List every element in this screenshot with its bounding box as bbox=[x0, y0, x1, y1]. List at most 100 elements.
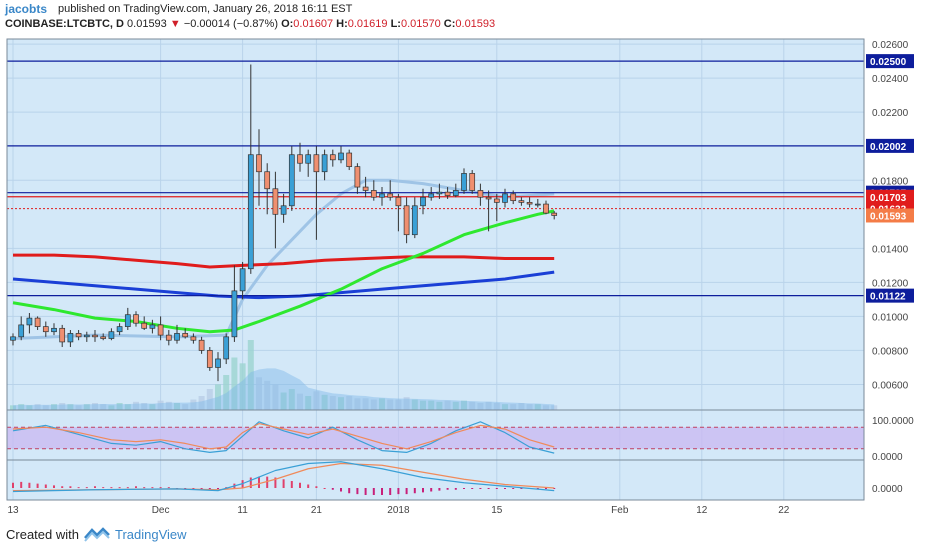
candle bbox=[321, 149, 328, 181]
level-tag: 0.01593 bbox=[866, 208, 914, 223]
volume-bar bbox=[100, 404, 107, 410]
author-name[interactable]: jacobts bbox=[5, 2, 48, 16]
candle-body bbox=[67, 333, 74, 343]
candle-body bbox=[510, 193, 517, 202]
candle bbox=[34, 316, 41, 331]
macd-bar bbox=[323, 488, 326, 489]
candle bbox=[403, 197, 410, 244]
macd-bar bbox=[438, 488, 441, 491]
volume-bar bbox=[133, 401, 139, 410]
candle bbox=[247, 64, 254, 274]
macd-bar bbox=[520, 488, 523, 489]
candle-body bbox=[436, 191, 443, 195]
volume-bar bbox=[92, 403, 98, 410]
volume-bar bbox=[26, 405, 33, 410]
volume-bar bbox=[272, 384, 279, 410]
volume-bar bbox=[10, 405, 16, 410]
chart-header: jacobts published on TradingView.com, Ja… bbox=[0, 0, 932, 36]
candle-body bbox=[305, 154, 312, 164]
candle bbox=[551, 211, 558, 220]
candle bbox=[165, 330, 172, 346]
candle bbox=[198, 336, 205, 354]
created-with-label: Created with bbox=[6, 527, 79, 542]
volume-bar bbox=[149, 404, 156, 410]
candle-body bbox=[51, 327, 57, 333]
candle bbox=[543, 200, 549, 215]
macd-bar bbox=[479, 488, 482, 489]
level-tag-label: 0.01593 bbox=[870, 211, 907, 222]
price-chart[interactable]: 0.02600 0.02400 0.02200 0.01800 0.01400 0.012… bbox=[0, 36, 932, 518]
macd-bar bbox=[208, 488, 211, 490]
footer: Created with TradingView bbox=[0, 518, 932, 550]
volume-bar bbox=[297, 393, 303, 410]
candle-body bbox=[157, 324, 164, 336]
volume-bar bbox=[551, 405, 558, 410]
volume-bar bbox=[116, 403, 123, 410]
macd-bar bbox=[225, 487, 228, 489]
level-tag-bg bbox=[866, 208, 914, 223]
candle bbox=[313, 146, 320, 240]
candle-body bbox=[551, 212, 558, 216]
candle bbox=[477, 183, 484, 206]
horizontal-levels bbox=[7, 60, 864, 297]
candle-body bbox=[75, 333, 82, 338]
level-tag: 0.02002 bbox=[866, 138, 914, 153]
rsi-band bbox=[7, 427, 864, 449]
candle-body bbox=[83, 334, 90, 338]
candle bbox=[231, 265, 238, 342]
candle bbox=[526, 197, 533, 208]
macd-bar bbox=[364, 488, 367, 495]
candle-body bbox=[346, 152, 353, 167]
candle bbox=[469, 170, 476, 194]
volume-bar bbox=[288, 389, 295, 410]
x-tick-label: 11 bbox=[237, 505, 248, 516]
candle-body bbox=[174, 333, 180, 341]
macd-bar bbox=[85, 487, 88, 489]
candle-body bbox=[247, 154, 254, 270]
open-value: 0.01607 bbox=[293, 18, 334, 30]
volume-bar bbox=[280, 392, 287, 410]
candle bbox=[149, 319, 156, 334]
volume-bar bbox=[379, 398, 385, 410]
macd-panel bbox=[7, 460, 864, 500]
macd-bar bbox=[331, 488, 334, 490]
candle-body bbox=[92, 334, 98, 338]
volume-bar bbox=[198, 396, 205, 410]
level-tag-label: 0.02500 bbox=[870, 57, 907, 68]
candle-body bbox=[444, 191, 451, 196]
candle bbox=[124, 307, 131, 331]
candle-body bbox=[362, 186, 369, 191]
open-label: O: bbox=[281, 18, 294, 30]
candle bbox=[452, 183, 459, 198]
candle bbox=[485, 190, 492, 232]
candle bbox=[182, 328, 189, 339]
candle bbox=[215, 352, 221, 382]
candle-body bbox=[124, 314, 131, 327]
volume-average-area bbox=[13, 368, 555, 410]
candle-body bbox=[34, 317, 41, 327]
candle bbox=[280, 193, 287, 223]
x-tick-label: 15 bbox=[491, 505, 503, 516]
tradingview-brand[interactable]: TradingView bbox=[115, 527, 187, 542]
y-tick-label: 0.02200 bbox=[872, 108, 909, 119]
y-tick-label: 0.01000 bbox=[872, 312, 909, 323]
volume-bar bbox=[329, 396, 336, 410]
macd-bar bbox=[299, 482, 301, 488]
candle-body bbox=[403, 205, 410, 236]
macd-bar bbox=[381, 488, 383, 495]
macd-bar bbox=[249, 477, 252, 488]
candle bbox=[297, 142, 303, 172]
candle bbox=[272, 171, 279, 249]
volume-bar bbox=[444, 400, 451, 410]
macd-bar bbox=[463, 488, 465, 489]
volume-bars bbox=[10, 340, 558, 410]
macd-bar bbox=[53, 485, 55, 488]
volume-bar bbox=[108, 405, 115, 410]
volume-bar bbox=[469, 401, 476, 410]
candle-body bbox=[411, 205, 418, 236]
macd-bar bbox=[471, 488, 474, 489]
volume-bar bbox=[436, 401, 443, 410]
macd-bar bbox=[110, 487, 113, 489]
candle-body bbox=[297, 154, 303, 164]
y-tick-label: 0.01200 bbox=[872, 278, 909, 289]
